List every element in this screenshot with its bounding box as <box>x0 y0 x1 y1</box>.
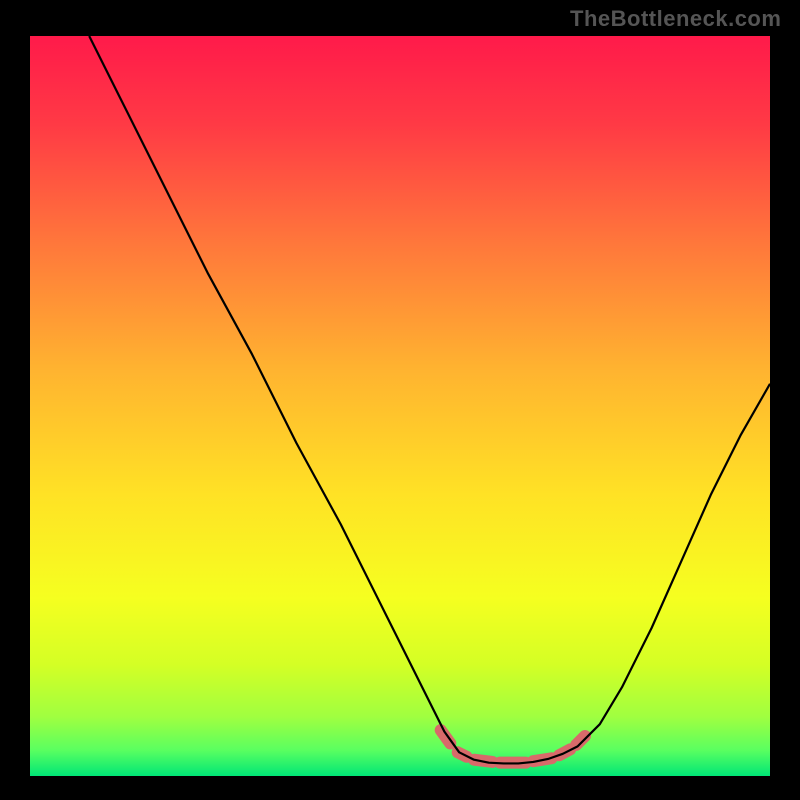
bottleneck-curve <box>89 36 770 763</box>
chart-canvas: TheBottleneck.com <box>0 0 800 800</box>
curve-layer <box>30 36 770 776</box>
watermark-text: TheBottleneck.com <box>570 6 781 32</box>
plot-area <box>30 36 770 776</box>
